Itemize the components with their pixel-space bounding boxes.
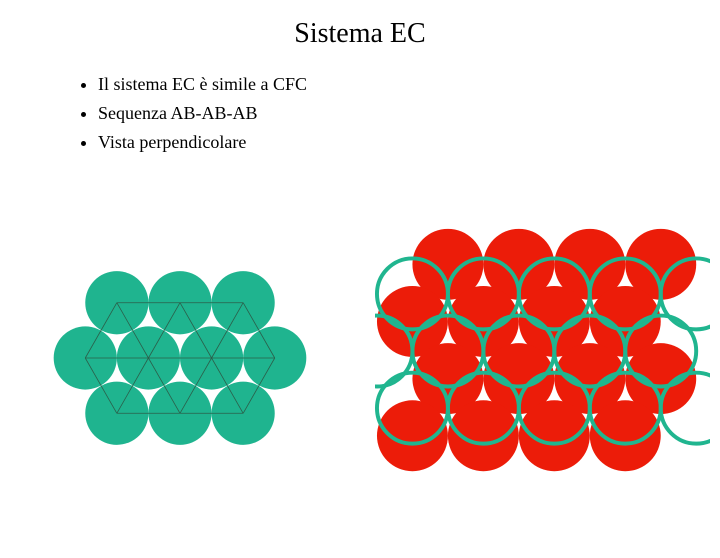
bullet-item: Sequenza AB-AB-AB: [98, 99, 720, 128]
bullet-item: Il sistema EC è simile a CFC: [98, 70, 720, 99]
page-title: Sistema EC: [0, 18, 720, 50]
right-diagram: [375, 223, 710, 483]
bullet-list: Il sistema EC è simile a CFC Sequenza AB…: [38, 70, 720, 156]
diagram-area: [0, 218, 720, 558]
left-diagram: [30, 218, 330, 498]
bullet-item: Vista perpendicolare: [98, 128, 720, 157]
